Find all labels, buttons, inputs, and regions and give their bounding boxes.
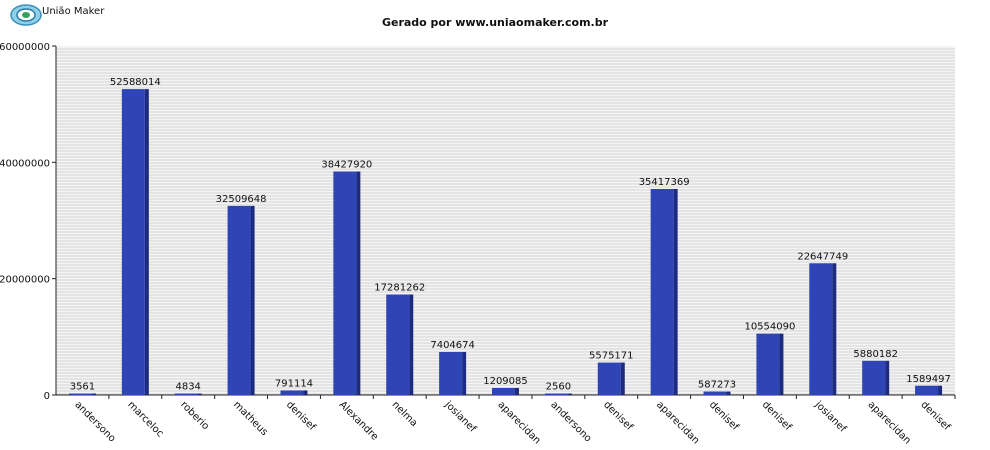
logo-text: União Maker (42, 6, 105, 17)
bar-value-label: 1209085 (483, 376, 528, 387)
bar (68, 393, 92, 395)
bar-value-label: 32509648 (216, 194, 267, 205)
bar-value-label: 17281262 (374, 282, 425, 293)
category-label: andersono (548, 399, 593, 444)
bar-value-label: 35417369 (639, 177, 690, 188)
y-tick-label: 60000000 (0, 42, 50, 53)
bar-value-label: 791114 (275, 378, 313, 389)
logo-icon (10, 4, 42, 26)
bar-side (620, 362, 625, 395)
category-label: denisef (760, 399, 794, 433)
uniao-maker-logo (9, 3, 109, 27)
category-label: Alexandre (337, 399, 380, 442)
bar (121, 89, 145, 396)
bar-side (144, 89, 149, 396)
bar-side (356, 171, 361, 395)
grid-layer (56, 46, 955, 395)
bar-side (726, 391, 731, 395)
bar (703, 391, 727, 395)
bar (756, 333, 780, 395)
bar-value-label: 10554090 (744, 322, 795, 333)
bar-side (938, 385, 943, 395)
category-label: nelma (390, 399, 420, 429)
bar-value-label: 587273 (698, 380, 736, 391)
category-label: roberio (178, 399, 211, 432)
bar-side (567, 393, 572, 395)
y-tick-label: 20000000 (0, 275, 50, 286)
bar-value-label: 5880182 (853, 349, 898, 360)
category-label: matheus (231, 399, 270, 438)
bar-side (673, 188, 678, 395)
bars (68, 89, 943, 396)
bar-value-label: 52588014 (110, 77, 161, 88)
category-label: aparecidan (866, 399, 913, 446)
bar-side (885, 360, 890, 395)
bar-value-label: 38427920 (321, 159, 372, 170)
category-label: denisef (918, 399, 952, 433)
bar-side (779, 333, 784, 395)
y-tick-label: 0 (44, 391, 50, 402)
bar-side (250, 205, 255, 395)
bar (333, 171, 357, 395)
category-label: andersono (72, 399, 117, 444)
bar-value-label: 4834 (175, 382, 200, 393)
bar-value-label: 1589497 (906, 374, 951, 385)
bar (544, 393, 568, 395)
bar (280, 390, 304, 395)
bar-value-label: 22647749 (797, 251, 848, 262)
category-label: josianef (812, 399, 848, 435)
bar-value-label: 3561 (70, 382, 95, 393)
bar-side (462, 351, 467, 395)
bar-side (91, 393, 96, 395)
category-label: denisef (707, 399, 741, 433)
bar (862, 360, 886, 395)
bar-side (303, 390, 308, 395)
bar (809, 263, 833, 395)
category-label: denisef (601, 399, 635, 433)
bar (915, 385, 939, 395)
bar-value-label: 5575171 (589, 351, 634, 362)
bar (439, 351, 463, 395)
category-label: denisef (284, 399, 318, 433)
chart-title: Gerado por www.uniaomaker.com.br (381, 16, 609, 29)
bar (174, 393, 198, 395)
bar-side (832, 263, 837, 395)
bar (386, 294, 410, 395)
category-label: aparecidan (495, 399, 542, 446)
bar (492, 387, 515, 395)
bar-value-label: 2560 (546, 382, 571, 393)
y-tick-label: 40000000 (0, 158, 50, 169)
bar (227, 205, 251, 395)
bar-value-label: 7404674 (430, 340, 475, 351)
bar-side (197, 393, 202, 395)
category-label: josianef (442, 399, 478, 435)
bar-side (515, 387, 519, 395)
bar-side (409, 294, 414, 395)
category-label: marceloc (125, 399, 165, 439)
bar (597, 362, 621, 395)
category-label: aparecidan (654, 399, 701, 446)
bar (650, 188, 674, 395)
